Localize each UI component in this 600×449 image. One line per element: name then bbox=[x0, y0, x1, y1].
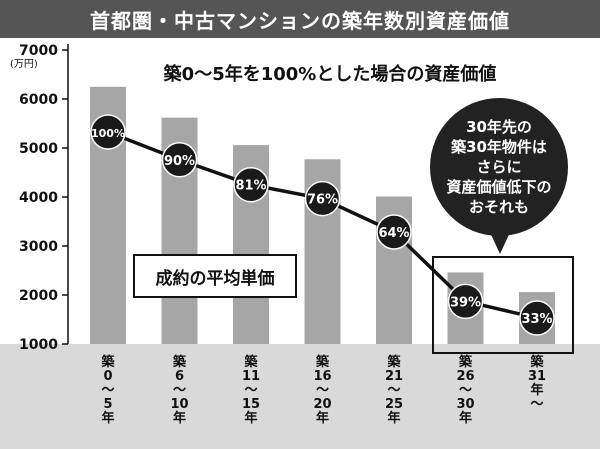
ratio-label: 81% bbox=[235, 179, 266, 194]
ratio-label: 100% bbox=[91, 127, 125, 140]
x-tick-label: 築 21 ～ 25 年 bbox=[384, 355, 404, 426]
ratio-label: 90% bbox=[164, 154, 195, 169]
chart-subtitle: 築0～5年を100%とした場合の資産価値 bbox=[163, 64, 497, 85]
ratio-marker bbox=[161, 142, 198, 178]
y-tick-label: 7000 bbox=[19, 43, 58, 59]
ratio-marker bbox=[90, 114, 126, 150]
y-tick-label: 1000 bbox=[19, 337, 58, 353]
ratio-marker bbox=[447, 283, 484, 320]
x-tick-label: 築 31 年～ bbox=[527, 355, 547, 412]
ratio-label: 39% bbox=[450, 295, 481, 310]
callout-line: 資産価値低下の bbox=[446, 178, 552, 196]
callout-bubble: 30年先の築30年物件は さらに資産価値低下の おそれも bbox=[430, 98, 568, 236]
x-tick-label: 築 0 ～ 5 年 bbox=[101, 355, 115, 426]
ratio-marker bbox=[376, 214, 412, 250]
callout-line: 30年先の bbox=[466, 118, 532, 136]
y-tick-label: 4000 bbox=[19, 190, 58, 206]
callout-line: さらに bbox=[476, 158, 522, 176]
average-price-label: 成約の平均単価 bbox=[133, 254, 297, 298]
y-axis-unit: (万円) bbox=[10, 59, 38, 70]
ratio-marker bbox=[233, 166, 269, 203]
y-tick-label: 3000 bbox=[19, 239, 58, 255]
callout-line: 築30年物件は bbox=[451, 138, 547, 156]
ratio-marker bbox=[519, 300, 555, 336]
x-tick-label: 築 6 ～ 10 年 bbox=[170, 355, 189, 426]
x-tick-label: 築 16 ～ 20 年 bbox=[313, 355, 332, 426]
highlight-box bbox=[432, 256, 574, 354]
callout-line: おそれも bbox=[468, 198, 529, 216]
y-tick-label: 6000 bbox=[19, 92, 58, 108]
y-tick-label: 2000 bbox=[19, 288, 58, 304]
y-axis: 1000 2000 3000 4000 5000 6000 7000(万円) bbox=[10, 43, 69, 353]
chart-title: 首都圏・中古マンションの築年数別資産価値 bbox=[0, 0, 600, 38]
y-tick-label: 5000 bbox=[19, 141, 58, 157]
ratio-label: 33% bbox=[521, 312, 552, 327]
ratio-label: 76% bbox=[307, 193, 338, 208]
x-tick-label: 築 11 ～ 15 年 bbox=[241, 355, 261, 426]
category-band bbox=[0, 344, 600, 449]
ratio-markers-layer: 100% 90% 81% 76% 64% 39% 33% bbox=[90, 114, 555, 336]
ratio-label: 64% bbox=[378, 226, 409, 241]
x-tick-label: 築 26 ～ 30 年 bbox=[456, 355, 475, 426]
ratio-marker bbox=[304, 180, 341, 217]
